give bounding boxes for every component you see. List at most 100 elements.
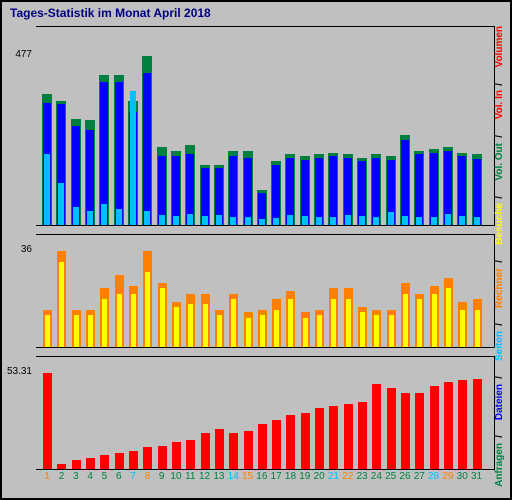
x-day-label: 16 [255, 471, 269, 482]
x-day-label: 26 [398, 471, 412, 482]
x-day-label: 17 [269, 471, 283, 482]
bar [272, 165, 280, 225]
bar [329, 156, 337, 225]
bar [74, 315, 79, 347]
x-day-label: 1 [40, 471, 54, 482]
bar [272, 420, 281, 469]
bar [231, 299, 236, 347]
panel-top [36, 26, 495, 226]
bar [401, 393, 410, 469]
bar [246, 318, 251, 347]
bar [260, 315, 265, 347]
x-day-label: 12 [198, 471, 212, 482]
bar [330, 217, 336, 225]
x-day-label: 21 [326, 471, 340, 482]
y-tick-label: 477 [4, 49, 32, 60]
bar [216, 215, 222, 225]
bar [303, 318, 308, 347]
bar [43, 373, 52, 469]
legend-separator: / [494, 435, 505, 438]
bar [159, 215, 165, 225]
bar [288, 299, 293, 347]
bar [373, 217, 379, 225]
legend-item: Seiten [494, 331, 505, 361]
bar [444, 382, 453, 469]
bar [458, 380, 467, 469]
chart-title: Tages-Statistik im Monat April 2018 [10, 6, 211, 20]
bar [387, 388, 396, 469]
bar [286, 415, 295, 469]
x-day-label: 8 [140, 471, 154, 482]
bar [329, 406, 338, 469]
x-day-label: 7 [126, 471, 140, 482]
bar [72, 460, 81, 469]
legend-item: Volumen [494, 26, 505, 67]
bar [301, 413, 310, 469]
x-day-label: 27 [412, 471, 426, 482]
legend-item: Besuche [494, 203, 505, 245]
bar [317, 315, 322, 347]
bar [473, 379, 482, 469]
x-day-label: 25 [384, 471, 398, 482]
x-day-label: 28 [427, 471, 441, 482]
bar [474, 217, 480, 225]
x-day-label: 13 [212, 471, 226, 482]
legend-separator: / [494, 196, 505, 199]
bar [57, 464, 66, 469]
bar [287, 215, 293, 225]
bar [372, 384, 381, 469]
bar [115, 82, 123, 225]
bar [389, 315, 394, 347]
bar [475, 310, 480, 347]
x-day-label: 11 [183, 471, 197, 482]
chart-frame: Tages-Statistik im Monat April 2018 477 3… [0, 0, 512, 500]
bar [244, 431, 253, 469]
legend-separator: / [494, 135, 505, 138]
bar [229, 156, 237, 225]
bar [143, 73, 151, 225]
bar [131, 294, 136, 347]
bar [316, 217, 322, 225]
bar [302, 216, 308, 225]
x-day-label: 24 [369, 471, 383, 482]
bar [116, 209, 122, 225]
bar [274, 310, 279, 347]
bar [415, 393, 424, 469]
bar [87, 211, 93, 225]
bar [446, 288, 451, 347]
bar [158, 446, 167, 469]
bar [217, 315, 222, 347]
bar [45, 315, 50, 347]
bar [372, 158, 380, 225]
x-day-label: 9 [155, 471, 169, 482]
x-day-label: 14 [226, 471, 240, 482]
x-day-label: 19 [298, 471, 312, 482]
x-day-label: 20 [312, 471, 326, 482]
bar [358, 402, 367, 469]
bar [359, 216, 365, 225]
bar [401, 140, 409, 225]
bar [416, 217, 422, 225]
bar [143, 447, 152, 469]
bar [187, 214, 193, 225]
bar [388, 212, 394, 225]
x-day-label: 5 [97, 471, 111, 482]
y-tick-label: 53.31 [4, 366, 32, 377]
bar [115, 453, 124, 469]
legend-item: Rechner [494, 268, 505, 308]
bar [360, 312, 365, 347]
x-day-label: 10 [169, 471, 183, 482]
bar [258, 424, 267, 469]
bar [186, 440, 195, 469]
bar [229, 433, 238, 469]
bar [215, 429, 224, 469]
bar [344, 404, 353, 469]
bar [315, 408, 324, 469]
bar [101, 204, 107, 225]
bar [73, 207, 79, 225]
bar [88, 315, 93, 347]
x-day-label: 3 [69, 471, 83, 482]
bar [129, 451, 138, 469]
legend-item: Vol. In [494, 90, 505, 119]
legend-separator: / [494, 323, 505, 326]
